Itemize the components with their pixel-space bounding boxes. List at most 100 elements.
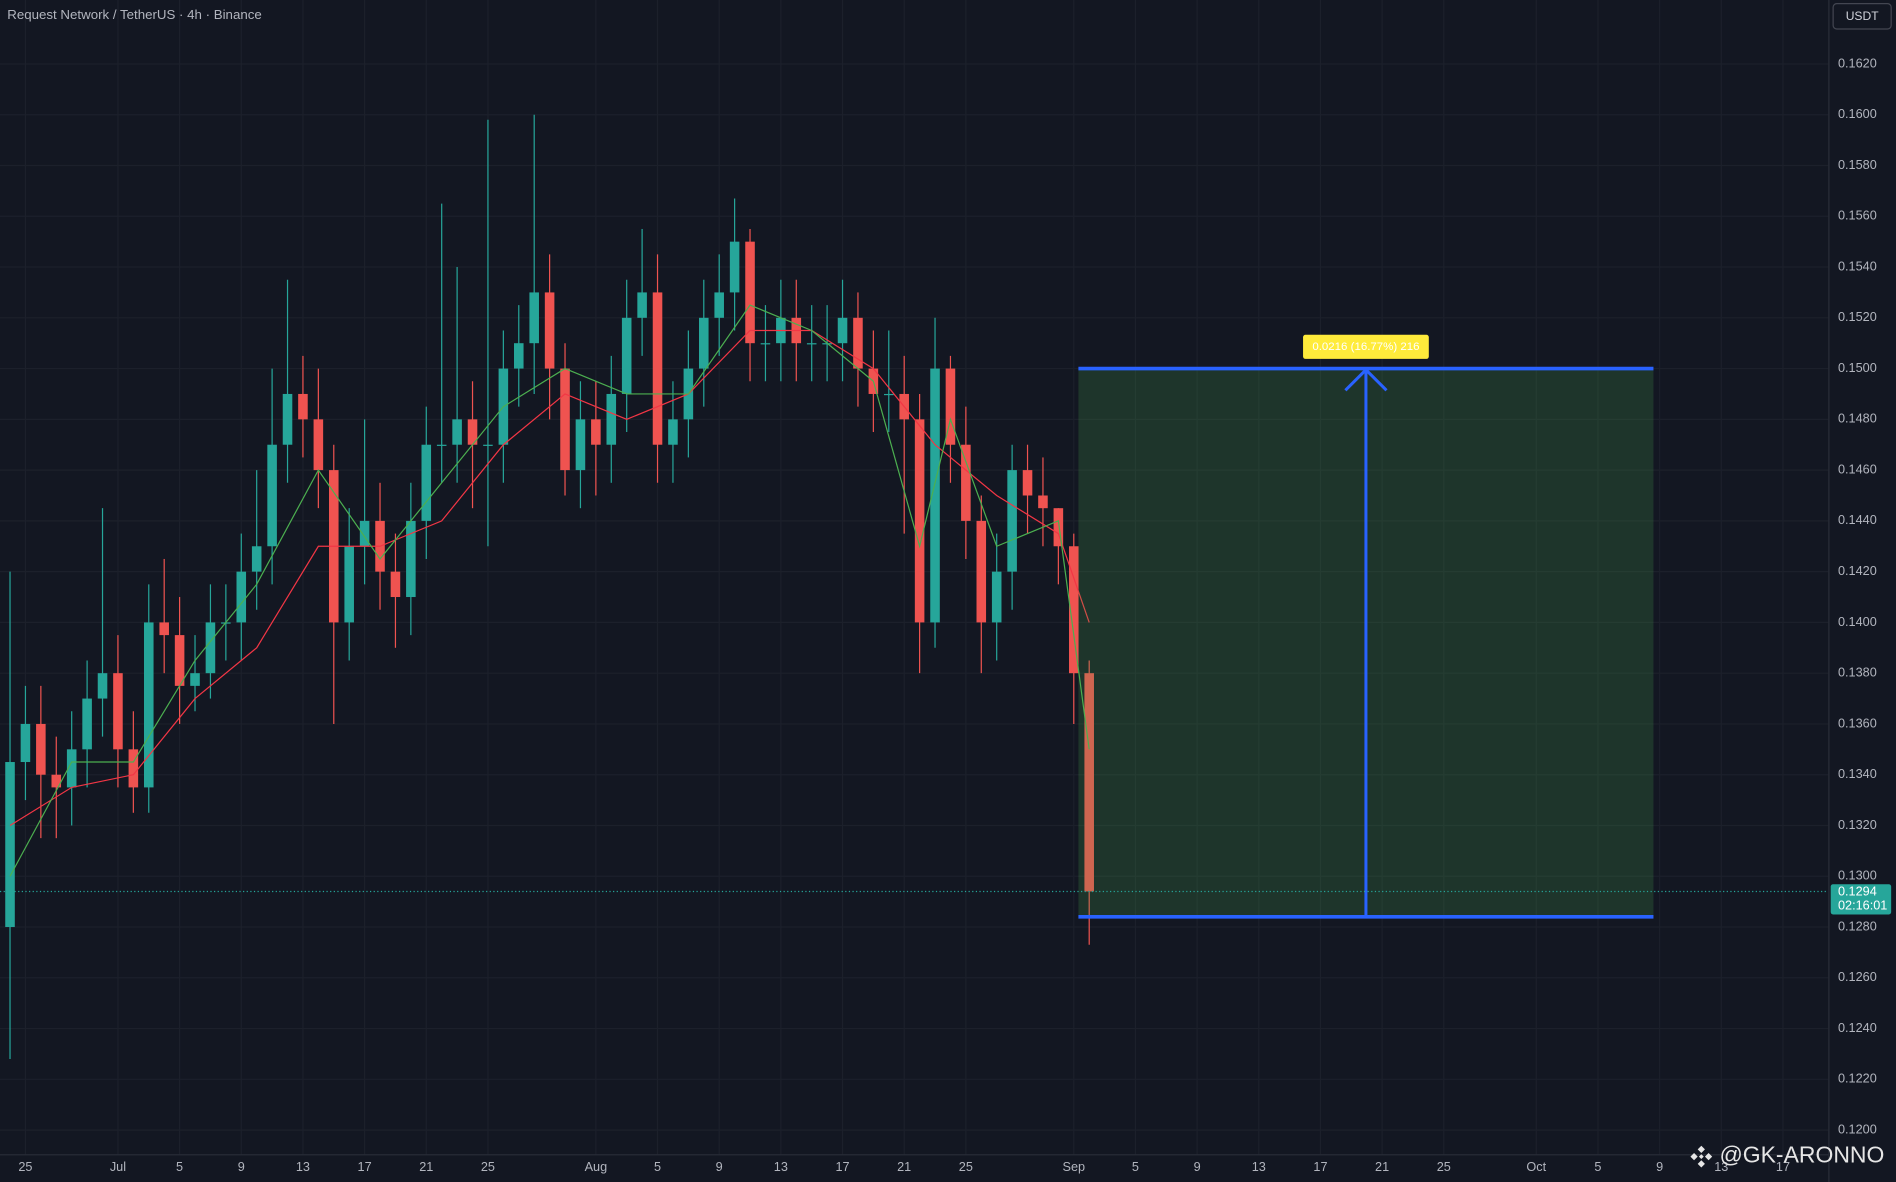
x-tick-label: 9	[716, 1160, 723, 1174]
y-tick-label: 0.1280	[1838, 919, 1877, 933]
y-tick-label: 0.1540	[1838, 259, 1877, 273]
x-tick-label: 9	[1194, 1160, 1201, 1174]
candle-body	[236, 571, 247, 623]
binance-logo	[1690, 1145, 1713, 1168]
candle-body	[128, 749, 139, 788]
candle-body	[591, 419, 601, 445]
candle-body	[298, 393, 308, 420]
x-tick-label: 17	[358, 1160, 372, 1174]
x-tick-label: 13	[774, 1160, 788, 1174]
candle-body	[1038, 495, 1048, 509]
candle-body	[406, 520, 416, 598]
candle-body	[359, 520, 370, 547]
candle-body	[806, 343, 817, 345]
candle-body	[745, 241, 755, 344]
y-tick-label: 0.1620	[1838, 56, 1877, 70]
y-tick-label: 0.1580	[1838, 158, 1877, 172]
y-tick-label: 0.1320	[1838, 818, 1877, 832]
candle-body	[668, 419, 678, 445]
y-tick-label: 0.1400	[1838, 615, 1877, 629]
x-tick-label: 21	[1375, 1160, 1389, 1174]
candle-body	[853, 317, 863, 369]
y-tick-label: 0.1340	[1838, 767, 1877, 781]
candle-body	[436, 444, 447, 446]
moving-average	[9, 329, 1090, 826]
candle-body	[174, 635, 185, 686]
x-tick-label: 9	[1656, 1160, 1663, 1174]
candle-body	[961, 444, 971, 521]
candle-body	[159, 622, 169, 636]
candle-body	[205, 622, 216, 674]
x-tick-label: 9	[238, 1160, 245, 1174]
candle-body	[760, 343, 771, 345]
x-tick-label: Jul	[110, 1160, 126, 1174]
x-tick-label: 25	[1437, 1160, 1451, 1174]
currency-label[interactable]: USDT	[1846, 9, 1880, 23]
y-tick-label: 0.1440	[1838, 513, 1877, 527]
candle-body	[575, 419, 586, 471]
candle-body	[483, 444, 493, 446]
candle-body	[251, 546, 262, 572]
plot: 0.0216 (16.77%) 216	[0, 114, 1829, 1060]
y-tick-label: 0.1420	[1838, 564, 1877, 578]
y-tick-label: 0.1600	[1838, 107, 1877, 121]
candle-body	[190, 673, 200, 686]
y-tick-label: 0.1260	[1838, 970, 1877, 984]
y-tick-label: 0.1380	[1838, 666, 1877, 680]
candle-body	[143, 622, 154, 788]
x-tick-label: Sep	[1062, 1160, 1085, 1174]
candle-body	[529, 292, 539, 344]
candle-body	[637, 292, 647, 318]
y-tick-label: 0.1360	[1838, 716, 1877, 730]
currency-button[interactable]	[1832, 3, 1892, 30]
x-tick-label: 5	[176, 1160, 183, 1174]
position-label: 0.0216 (16.77%) 216	[1312, 341, 1419, 353]
candle-body	[991, 571, 1002, 623]
candle-body	[1053, 508, 1064, 547]
last-price-tag	[1830, 884, 1892, 915]
x-tick-label: 5	[1132, 1160, 1139, 1174]
y-tick-label: 0.1460	[1838, 462, 1877, 476]
candle-body	[51, 774, 62, 788]
x-tick-label: 21	[419, 1160, 433, 1174]
y-tick-label: 0.1560	[1838, 209, 1877, 223]
y-tick-label: 0.1500	[1838, 361, 1877, 375]
candle-body	[282, 393, 293, 445]
candle-body	[1007, 470, 1017, 572]
last-price-label: 0.1294	[1838, 884, 1877, 898]
y-tick-label: 0.1480	[1838, 412, 1877, 426]
candle-body	[467, 419, 478, 445]
x-tick-label: 17	[835, 1160, 849, 1174]
x-tick-label: 5	[1594, 1160, 1601, 1174]
x-tick-label: 17	[1313, 1160, 1327, 1174]
x-tick-label: 5	[654, 1160, 661, 1174]
candle-body	[313, 419, 324, 471]
candle-body	[36, 723, 46, 775]
x-tick-label: 25	[959, 1160, 973, 1174]
axes: 0.1200 0.1220 0.1240 0.1260 0.1280 0.1300 0.13…	[18, 56, 1892, 1174]
countdown: 02:16:01	[1838, 898, 1887, 912]
watermark-icon	[1690, 1145, 1713, 1168]
candle-body	[452, 419, 462, 445]
candle-body	[267, 444, 277, 547]
candle-body	[560, 368, 570, 471]
x-tick-label: 13	[1714, 1160, 1728, 1174]
candle-body	[5, 762, 15, 928]
x-tick-label: 13	[296, 1160, 310, 1174]
candle-body	[621, 317, 632, 394]
candle-body	[930, 368, 940, 623]
x-tick-label: 25	[481, 1160, 495, 1174]
candle-body	[976, 520, 987, 623]
candle-body	[837, 317, 848, 344]
candle-body	[714, 292, 724, 318]
candle-body	[82, 698, 92, 750]
candle-body	[945, 368, 956, 445]
candle-body	[914, 419, 925, 623]
x-tick-label: 25	[18, 1160, 32, 1174]
y-tick-label: 0.1220	[1838, 1072, 1877, 1086]
candle-body	[544, 292, 555, 369]
candle-body	[699, 317, 709, 369]
